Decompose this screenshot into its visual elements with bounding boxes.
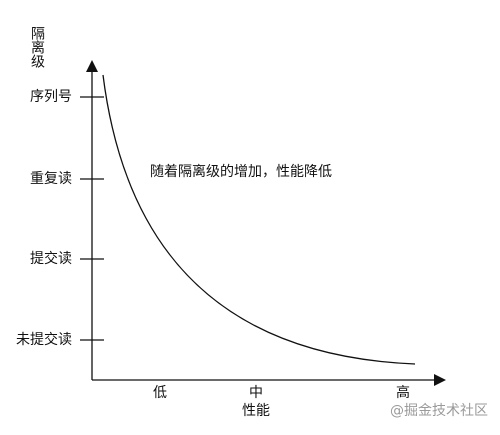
y-label: 未提交读 [16,331,72,348]
y-ticks [80,96,104,341]
annotation: 随着隔离级的增加，性能降低 [150,163,332,180]
watermark: @掘金技术社区 [390,403,488,419]
curve [102,74,416,365]
x-axis-arrow [434,374,446,386]
y-axis-arrow [86,60,98,72]
x-axis-title: 性能 [242,403,270,419]
x-label: 中 [249,385,263,401]
y-label: 序列号 [30,89,72,105]
y-labels: 序列号 重复读 提交读 未提交读 [16,89,72,348]
y-axis-title: 隔离级 [29,26,45,68]
x-label: 低 [153,385,167,401]
y-label: 重复读 [30,170,72,187]
x-label: 高 [396,384,410,401]
y-label: 提交读 [30,250,72,267]
